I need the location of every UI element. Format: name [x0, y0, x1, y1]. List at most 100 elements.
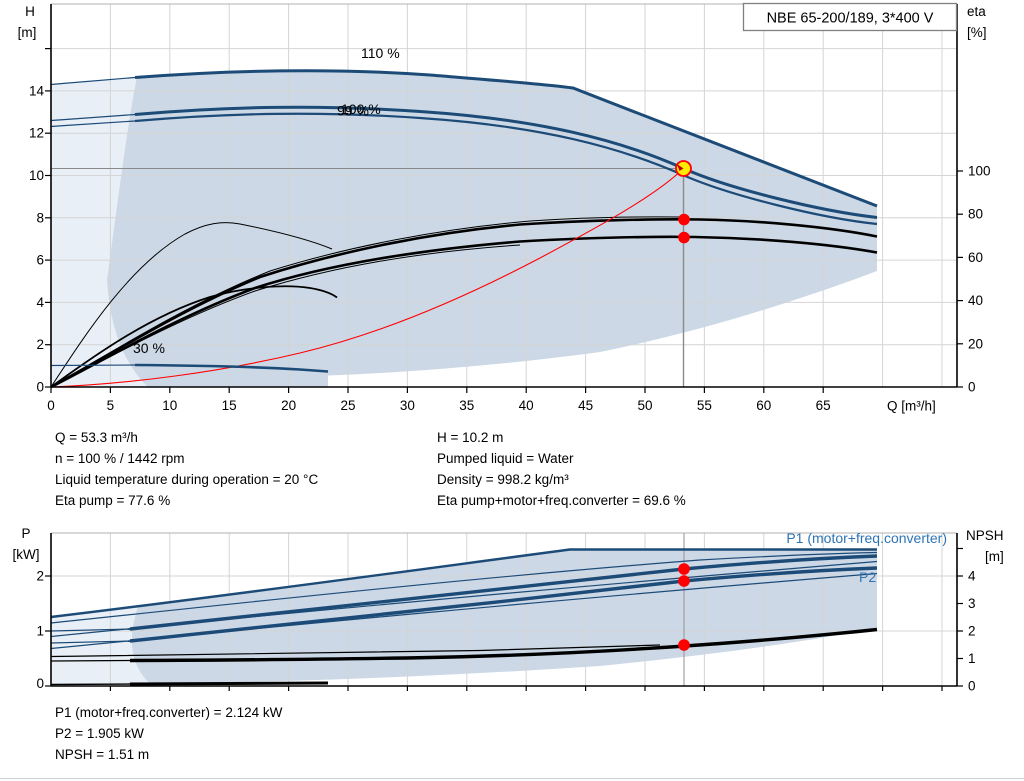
eta-axis-label: eta — [967, 4, 986, 19]
npsh-point — [678, 639, 690, 651]
label-30: 30 % — [133, 340, 165, 356]
q-tick: 55 — [697, 398, 712, 413]
power-npsh-chart: 0 1 2 0 1 2 3 4 P [kW] NPSH [m] P1 (moto… — [13, 526, 1004, 694]
duty-info-right: H = 10.2 m Pumped liquid = Water Density… — [437, 427, 686, 511]
eta-tick: 0 — [968, 380, 976, 395]
npsh-tick: 4 — [968, 569, 976, 584]
eta-tick: 60 — [968, 250, 983, 265]
h-tick-labels: 0 2 4 6 8 10 12 14 — [29, 83, 45, 394]
eta-axis-ticks — [957, 170, 963, 388]
p-tick: 1 — [36, 624, 44, 639]
label-99: 99 % — [337, 103, 369, 119]
npsh-value: NPSH = 1.51 m — [55, 747, 150, 762]
h-tick: 2 — [36, 337, 44, 352]
h-axis-label: H — [25, 4, 35, 19]
eta-axis-unit: [%] — [967, 25, 987, 40]
p-axis-ticks — [45, 575, 51, 687]
label-p1: P1 (motor+freq.converter) — [786, 530, 947, 546]
q-axis-label: Q [m³/h] — [887, 399, 936, 414]
q-tick: 60 — [756, 398, 771, 413]
h-axis-unit: [m] — [18, 25, 37, 40]
q-tick: 10 — [162, 398, 177, 413]
p2-value: P2 = 1.905 kW — [55, 726, 144, 741]
bottom-divider — [0, 778, 1024, 779]
eta-tick-labels: 0 20 40 60 80 100 — [968, 164, 991, 395]
p1-point — [678, 563, 690, 575]
power-curves — [50, 548, 878, 650]
axes — [50, 4, 958, 388]
label-110: 110 % — [361, 45, 400, 61]
eta-tick: 100 — [968, 164, 991, 179]
h-axis-ticks — [45, 47, 51, 388]
axes-2 — [50, 533, 958, 687]
npsh-axis-label: NPSH — [966, 528, 1004, 543]
grid-horizontal-2 — [51, 575, 957, 632]
p-tick: 0 — [36, 676, 44, 691]
npsh-curve — [129, 627, 878, 663]
eta-total-point — [678, 231, 690, 244]
npsh-tick: 1 — [968, 651, 976, 666]
duty-eta-pump: Eta pump = 77.6 % — [55, 493, 171, 508]
q-axis-ticks — [50, 387, 824, 393]
q-tick: 0 — [47, 398, 55, 413]
eta-tick: 80 — [968, 207, 983, 222]
duty-h: H = 10.2 m — [437, 430, 504, 445]
p-axis-label: P — [21, 526, 30, 541]
p1-curve — [129, 554, 878, 631]
h-tick: 14 — [29, 83, 45, 98]
q-tick: 65 — [816, 398, 831, 413]
eta-pump-curve — [50, 218, 878, 389]
npsh-low-speed — [129, 681, 329, 686]
label-p2: P2 — [859, 569, 876, 585]
eta-pump-point — [678, 213, 690, 226]
title-box — [742, 2, 958, 32]
npsh-tick: 0 — [968, 679, 976, 694]
control-curve — [50, 168, 684, 388]
duty-density: Density = 998.2 kg/m³ — [437, 472, 569, 487]
npsh-curves — [50, 627, 878, 686]
q-tick: 35 — [459, 398, 474, 413]
q-tick-labels: 0 5 10 15 20 25 30 35 40 45 50 55 60 65 — [47, 398, 830, 413]
curve-99 — [134, 112, 878, 226]
power-envelope-pale — [51, 606, 150, 685]
q-tick: 40 — [519, 398, 534, 413]
npsh-tick: 3 — [968, 596, 976, 611]
eta-total-curve — [50, 235, 878, 389]
hq-chart: 0 2 4 6 8 10 12 14 0 20 40 60 80 100 0 5… — [18, 2, 991, 414]
curve-100 — [134, 105, 878, 219]
label-100: 100 % — [341, 101, 381, 117]
power-envelope — [131, 549, 878, 684]
duty-speed: n = 100 % / 1442 rpm — [55, 451, 185, 466]
q-tick: 15 — [222, 398, 237, 413]
q-tick: 45 — [578, 398, 593, 413]
npsh-tick-labels: 0 1 2 3 4 — [968, 569, 976, 694]
q-tick: 30 — [400, 398, 415, 413]
p2-curve — [129, 566, 878, 643]
eta-tick: 40 — [968, 293, 983, 308]
h-tick: 10 — [29, 168, 44, 183]
h-tick: 8 — [36, 210, 44, 225]
power-info: P1 (motor+freq.converter) = 2.124 kW P2 … — [55, 702, 282, 765]
npsh-axis-unit: [m] — [985, 549, 1004, 564]
speed-curves — [50, 69, 878, 373]
grid-vertical — [109, 4, 943, 387]
npsh-axis-ticks — [957, 547, 963, 687]
p2-point — [678, 575, 690, 587]
p-axis-unit: [kW] — [13, 547, 40, 562]
p-tick-labels: 0 1 2 — [36, 569, 44, 692]
q-tick: 25 — [340, 398, 355, 413]
q-axis-ticks-2 — [109, 686, 943, 691]
h-tick: 4 — [36, 295, 44, 310]
npsh-tick: 2 — [968, 624, 976, 639]
p-tick: 2 — [36, 569, 44, 584]
duty-point-wedge — [677, 164, 684, 171]
duty-info-left: Q = 53.3 m³/h n = 100 % / 1442 rpm Liqui… — [55, 427, 318, 511]
pump-title: NBE 65-200/189, 3*400 V — [767, 11, 934, 27]
h-tick: 6 — [36, 253, 44, 268]
eta-curves — [50, 216, 878, 389]
h-tick: 12 — [29, 126, 44, 141]
curve-30 — [134, 363, 329, 373]
p1-value: P1 (motor+freq.converter) = 2.124 kW — [55, 705, 283, 720]
duty-eta-total: Eta pump+motor+freq.converter = 69.6 % — [437, 493, 686, 508]
